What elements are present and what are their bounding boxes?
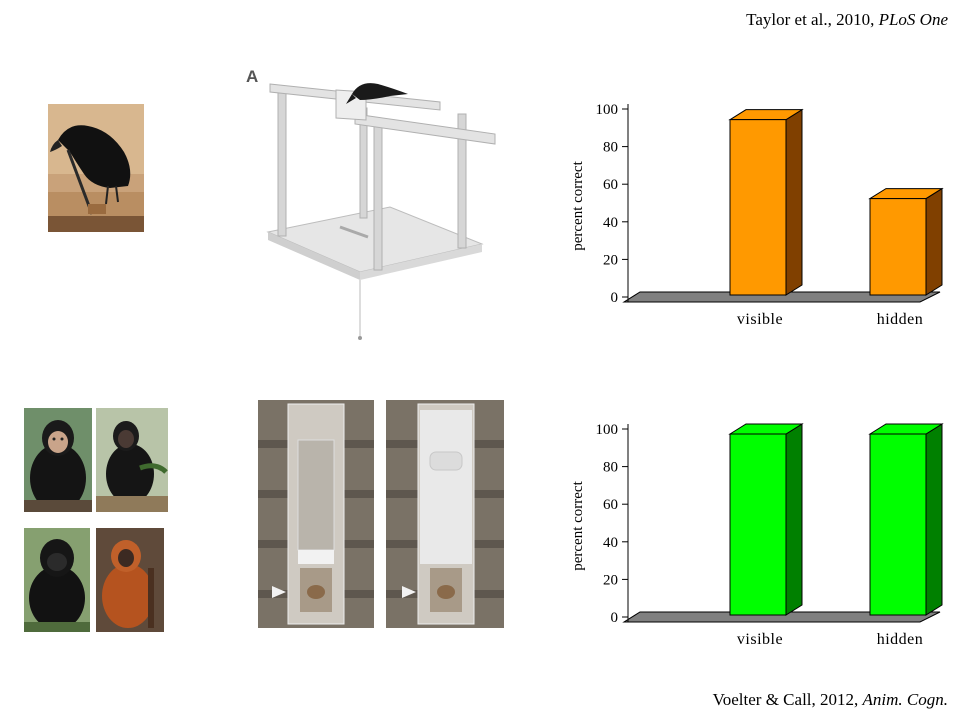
chimpanzee-photo (24, 408, 92, 512)
y-tick-label: 0 (611, 610, 619, 626)
chart-crows-svg: 0 20 40 60 80 100 percent correct visible hidden (570, 102, 944, 328)
y-tick-label: 80 (603, 140, 618, 156)
bar-side (785, 108, 803, 296)
bar-side (785, 423, 803, 616)
apparatus-label-a: A (246, 67, 258, 86)
y-tick-label: 20 (603, 252, 618, 268)
bar-visible (729, 119, 787, 296)
y-axis-label: percent correct (570, 160, 586, 250)
y-tick-label: 100 (596, 422, 619, 438)
citation-bottom: Voelter & Call, 2012, Anim. Cogn. (713, 690, 948, 710)
bonobo-photo (96, 408, 168, 512)
citation-top-journal: PLoS One (878, 10, 948, 29)
bar-side (925, 423, 943, 616)
y-tick-label: 40 (603, 535, 618, 551)
crow-apparatus-icon: A (240, 62, 505, 347)
chart-crows: 0 20 40 60 80 100 percent correct visible hidden (560, 86, 950, 328)
y-tick-label: 40 (603, 215, 618, 231)
citation-bottom-journal: Anim. Cogn. (862, 690, 948, 709)
y-tick-label: 20 (603, 572, 618, 588)
x-tick-label: hidden (877, 631, 924, 648)
y-tick-label: 80 (603, 460, 618, 476)
gorilla-photo (24, 528, 90, 632)
ape-apparatus-photo (258, 400, 504, 636)
chart-floor (622, 291, 941, 303)
chart-floor (622, 611, 941, 623)
y-tick-label: 60 (603, 177, 618, 193)
y-tick-label: 100 (596, 102, 619, 118)
x-tick-label: visible (737, 631, 783, 648)
y-tick-label: 0 (611, 290, 619, 306)
x-tick-label: hidden (877, 311, 924, 328)
chart-apes: 0 20 40 60 80 100 percent correct visible hidden (560, 406, 950, 648)
x-tick-label: visible (737, 311, 783, 328)
crow-photo (48, 104, 144, 232)
bar-visible (729, 433, 787, 616)
citation-top: Taylor et al., 2010, PLoS One (746, 10, 948, 30)
citation-bottom-authors: Voelter & Call, 2012, (712, 690, 863, 709)
y-tick-label: 60 (603, 497, 618, 513)
bar-hidden (869, 433, 927, 616)
bar-hidden (869, 198, 927, 296)
chart-apes-svg: 0 20 40 60 80 100 percent correct visible hidden (570, 422, 944, 648)
orangutan-photo (96, 528, 164, 632)
y-axis-label: percent correct (570, 480, 586, 570)
citation-top-authors: Taylor et al., 2010, (746, 10, 879, 29)
bar-side (925, 187, 943, 296)
